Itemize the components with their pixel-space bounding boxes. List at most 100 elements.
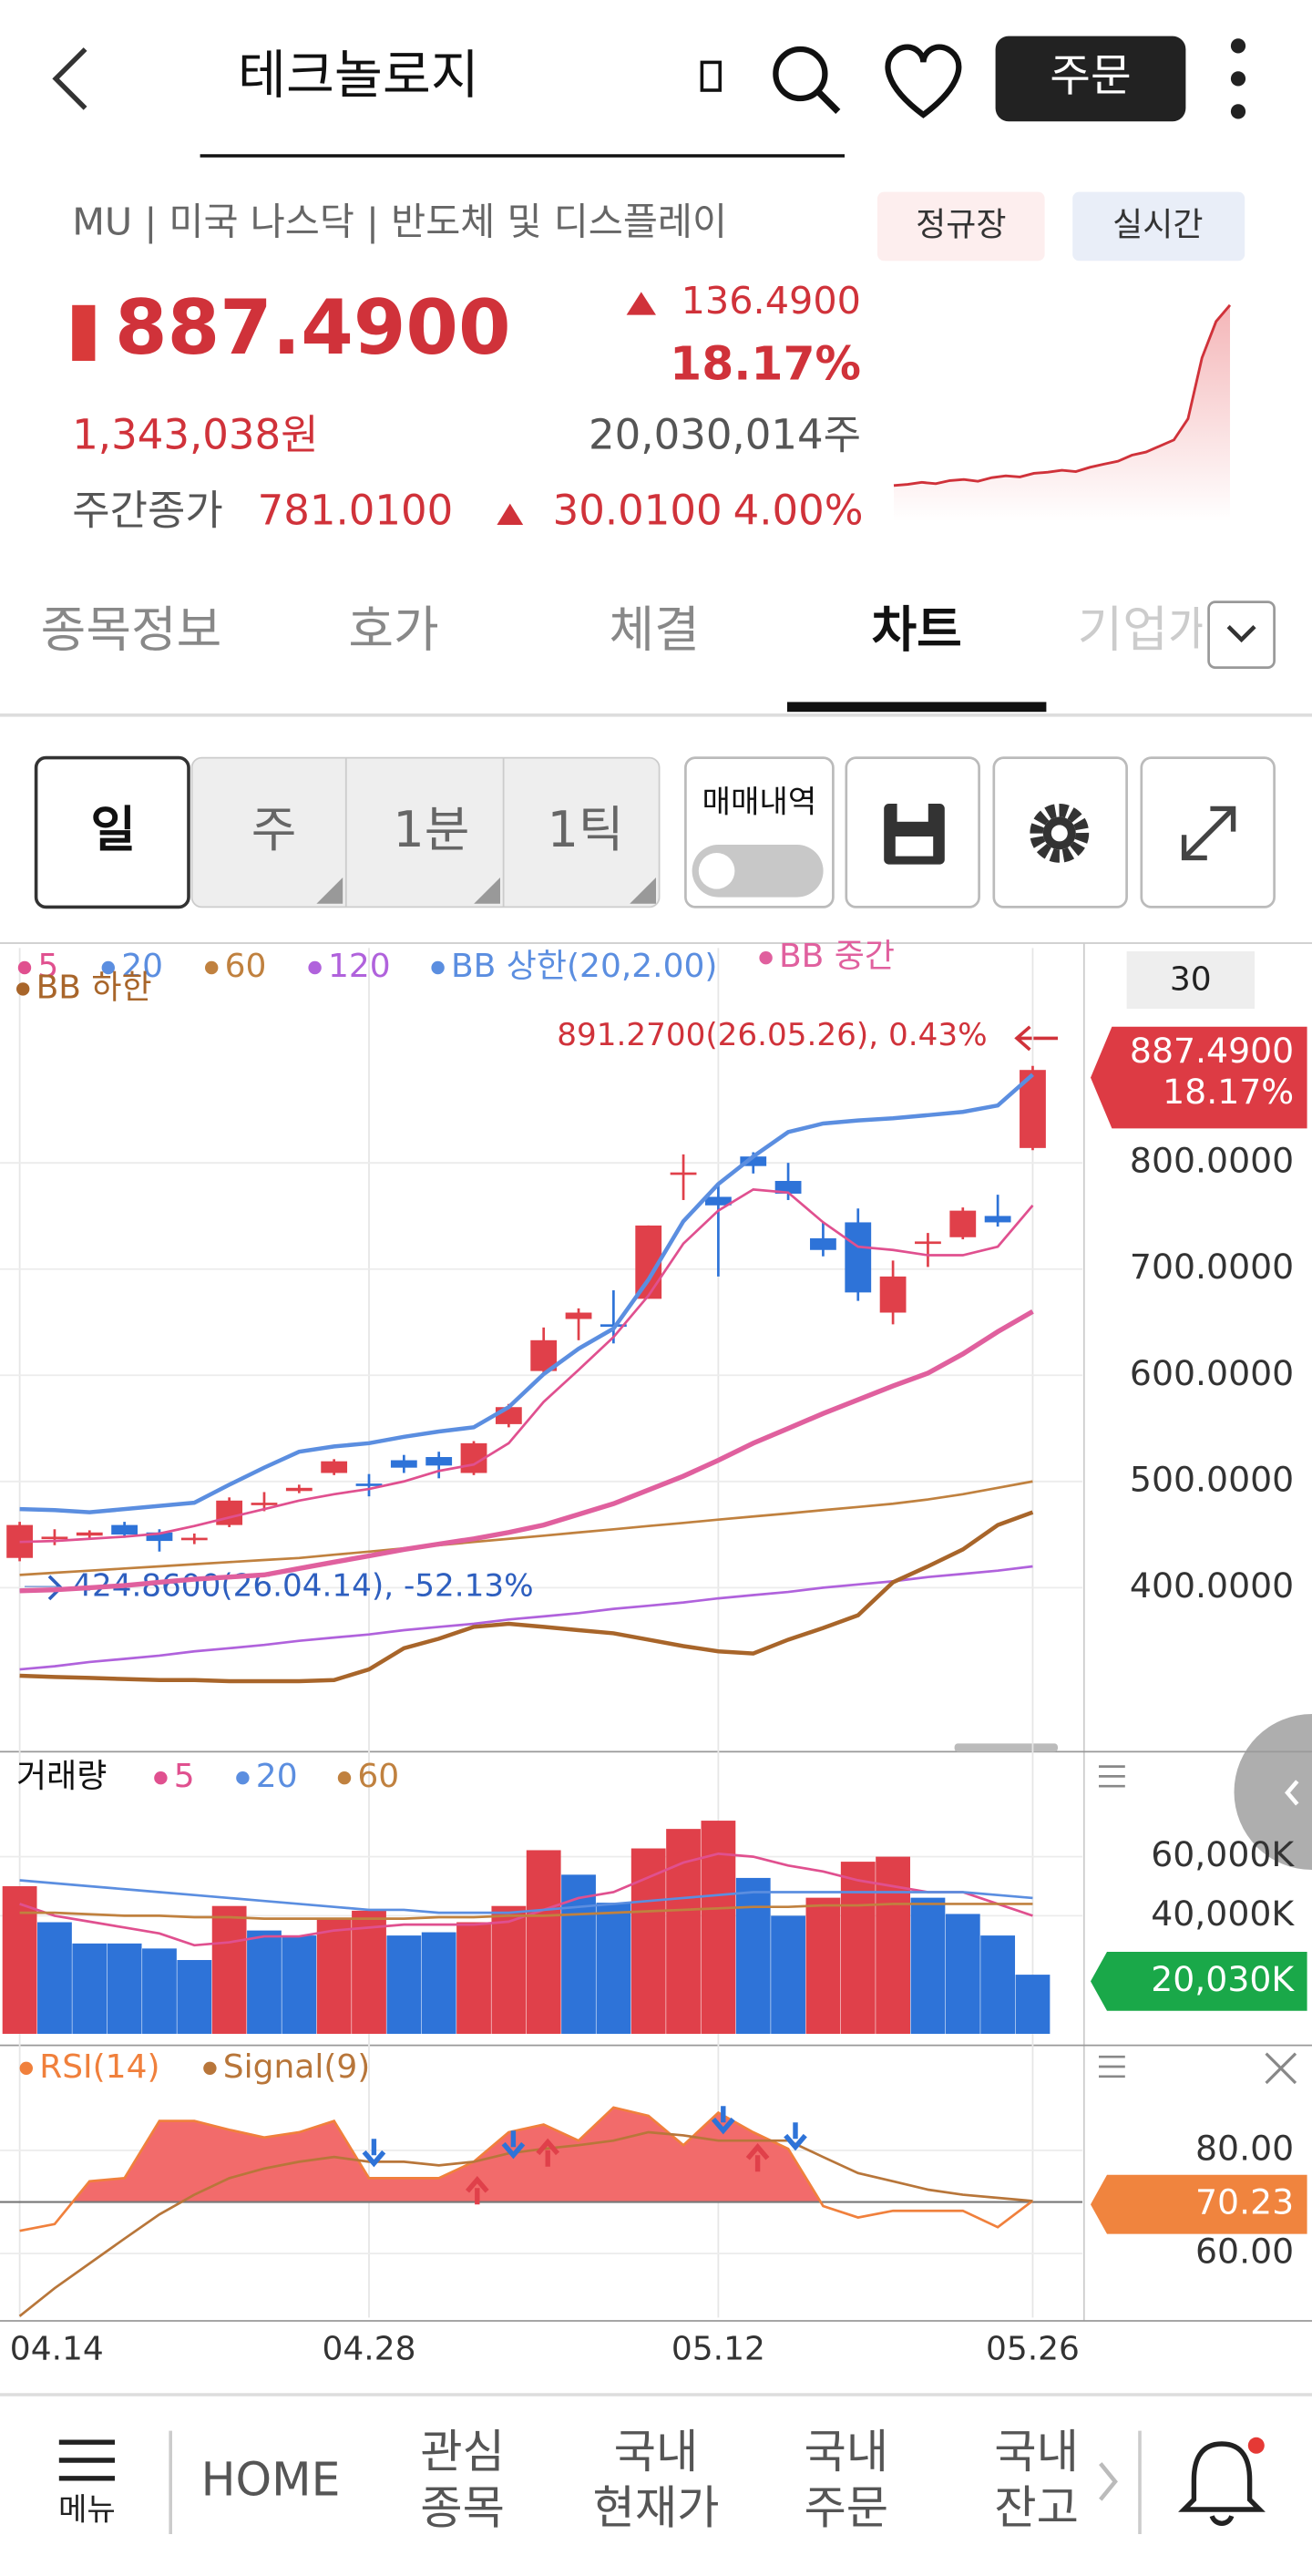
x-tick-label: 05.26 <box>986 2330 1080 2367</box>
value-tag <box>1090 1951 1307 2011</box>
volume-bar <box>72 1943 108 2034</box>
stock-title: 테크놀로지 <box>238 45 479 106</box>
tab-dropdown[interactable] <box>1207 600 1276 669</box>
candle-body <box>670 1172 697 1175</box>
volume-bar <box>2 1885 37 2034</box>
legend-label: BB 상한(20,2.00) <box>451 948 717 985</box>
volume-bar <box>980 1935 1016 2034</box>
nav-item[interactable]: 국내 <box>614 2425 699 2479</box>
period-button[interactable]: 1틱 <box>548 801 624 858</box>
legend-label: 5 <box>37 948 58 985</box>
menu-button[interactable] <box>58 2439 116 2481</box>
save-icon <box>895 836 934 857</box>
overlay-line <box>19 1879 1033 1914</box>
nav-item[interactable]: 현재가 <box>592 2480 719 2534</box>
y-tick-label: 600.0000 <box>1130 1353 1294 1393</box>
nav-item[interactable]: 종목 <box>420 2480 505 2534</box>
order-button[interactable]: 주문 <box>995 36 1186 122</box>
tab[interactable]: 체결 <box>610 600 700 658</box>
change-pct: 18.17% <box>670 337 861 391</box>
favorite-button[interactable] <box>885 44 962 118</box>
period-button[interactable]: 1분 <box>393 801 469 858</box>
candle-body <box>774 1180 802 1194</box>
nav-item[interactable]: 관심 <box>420 2425 505 2479</box>
signal-arrow <box>465 2176 489 2205</box>
volume-bar <box>316 1918 352 2034</box>
search-icon <box>815 89 841 114</box>
notification-button[interactable] <box>1178 2441 1266 2526</box>
weekly-pct: 4.00% <box>733 486 864 534</box>
stock-info: MU | 미국 나스닥 | 반도체 및 디스플레이 정규장 실시간 887.49… <box>72 191 1245 534</box>
panel-title: 거래량 <box>16 1758 107 1795</box>
x-tick-label: 04.14 <box>10 2330 104 2367</box>
search-button[interactable] <box>773 46 841 114</box>
series-line <box>19 2106 1034 2232</box>
signal-arrow <box>362 2139 386 2168</box>
volume-bar <box>386 1935 422 2034</box>
nav-more[interactable] <box>1099 2462 1118 2501</box>
legend-dot <box>337 1770 352 1785</box>
nav-item[interactable]: 잔고 <box>994 2480 1079 2534</box>
sparkline <box>893 303 1232 487</box>
legend-label: 60 <box>357 1758 399 1795</box>
price-tag-label: 887.4900 <box>1130 1031 1294 1071</box>
nav-item[interactable]: 국내 <box>804 2425 888 2479</box>
tab-active[interactable]: 차트 <box>872 600 962 658</box>
badge <box>876 191 1045 262</box>
krw-price: 1,343,038원 <box>72 411 318 459</box>
signal-arrow <box>784 2122 807 2151</box>
tabs: 종목정보 호가 체결 차트 기업개요 <box>0 600 1312 717</box>
tab[interactable]: 기업개요 <box>1078 600 1259 658</box>
candle-body <box>565 1312 592 1319</box>
expand-icon <box>1210 806 1236 832</box>
signal-arrow <box>536 2138 560 2167</box>
chart-frame: 30 <box>0 942 1312 2322</box>
period-button-active[interactable] <box>34 755 190 909</box>
panel-menu[interactable] <box>1098 1765 1125 1788</box>
weekly-change: 30.0100 <box>553 486 723 534</box>
volume-bar <box>910 1897 946 2034</box>
side-drawer-tab[interactable] <box>1234 1713 1312 1870</box>
candle-body <box>216 1500 243 1525</box>
candle-body <box>41 1536 68 1540</box>
period-group <box>190 756 661 908</box>
chart-toolbar: 일 주 1분 1틱 매매내역 <box>34 755 1276 909</box>
candle-body <box>740 1156 767 1166</box>
panel-menu[interactable] <box>1098 2055 1125 2078</box>
candle-body <box>949 1210 977 1237</box>
panel-close[interactable] <box>1265 2052 1297 2085</box>
back-button[interactable] <box>52 47 87 110</box>
legend-label: 120 <box>328 948 391 985</box>
value-tag <box>1090 2174 1307 2234</box>
tab[interactable]: 종목정보 <box>41 600 222 658</box>
candle-body <box>984 1216 1011 1223</box>
volume-bar <box>805 1897 841 2034</box>
badge-label: 정규장 <box>916 206 1006 243</box>
signal-arrow <box>711 2106 735 2135</box>
volume-bar <box>177 1959 212 2034</box>
volume-bar <box>771 1915 805 2034</box>
nav-item[interactable]: 국내 <box>994 2425 1079 2479</box>
nav-item[interactable]: HOME <box>201 2453 341 2507</box>
price: 887.4900 <box>115 283 511 372</box>
zoom-box[interactable] <box>1126 950 1255 1009</box>
nav-item[interactable]: 주문 <box>804 2480 888 2534</box>
scroll-handle[interactable] <box>954 1743 1058 1752</box>
candle-body <box>146 1532 173 1542</box>
legend-dot <box>19 2061 34 2075</box>
tab[interactable]: 호가 <box>348 600 438 658</box>
signal-arrow <box>745 2143 770 2172</box>
expand-icon <box>1181 835 1207 861</box>
legend-dot <box>203 2061 217 2075</box>
dot <box>1230 104 1246 119</box>
legend-label: 5 <box>174 1758 195 1795</box>
x-tick-label: 04.28 <box>322 2330 415 2367</box>
price-tag <box>1090 1026 1307 1129</box>
volume-bar <box>491 1905 527 2034</box>
legend-dot <box>16 982 30 996</box>
period-button[interactable]: 주 <box>251 801 297 858</box>
overlay-line <box>19 1187 1034 1544</box>
more-button[interactable] <box>1230 38 1246 119</box>
price-tag-label: 18.17% <box>1163 1072 1294 1112</box>
